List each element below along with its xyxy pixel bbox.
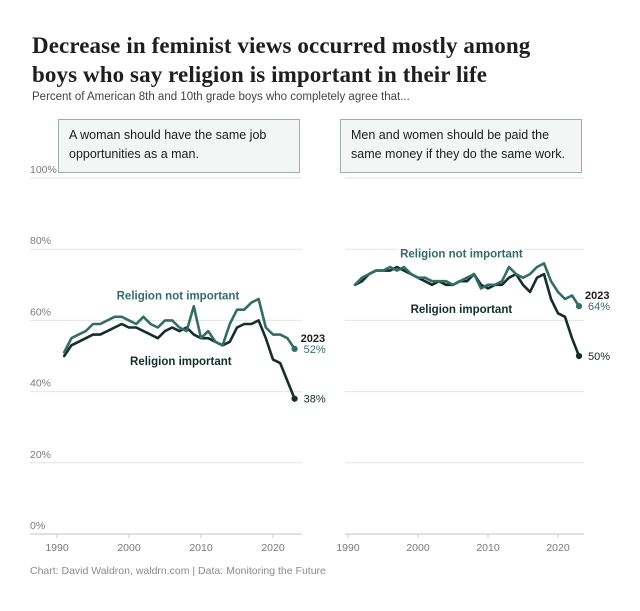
x-axis-label: 2000 — [406, 542, 430, 554]
x-axis-label: 2010 — [476, 542, 500, 554]
x-axis-label: 2010 — [189, 542, 213, 554]
footer-credit: Chart: David Waldron, waldrn.com | Data:… — [30, 565, 326, 577]
religion-not-important-label: Religion not important — [117, 290, 240, 302]
y-axis-label: 20% — [30, 449, 51, 461]
religion-important-label: Religion important — [130, 356, 232, 368]
religion-not-important-end-value: 64% — [588, 301, 610, 313]
end-year-label: 2023 — [301, 333, 325, 345]
y-axis-label: 80% — [30, 235, 51, 247]
religion-important-end-value: 38% — [304, 394, 326, 406]
religion-not-important-line — [353, 262, 581, 308]
religion-not-important-end-value: 52% — [304, 344, 326, 356]
religion-important-end-dot — [575, 352, 583, 360]
statement-left-text: A woman should have the same job opportu… — [69, 128, 267, 162]
religion-not-important-end-dot — [575, 303, 583, 310]
religion-important-line — [62, 319, 296, 401]
page-title: Decrease in feminist views occurred most… — [32, 31, 607, 89]
y-axis-label: 40% — [30, 378, 51, 390]
religion-important-label: Religion important — [411, 304, 513, 316]
religion-not-important-line — [62, 297, 296, 354]
statement-box-right: Men and women should be paid the same mo… — [340, 119, 582, 173]
chart-subtitle: Percent of American 8th and 10th grade b… — [32, 91, 410, 103]
page-title-line2: boys who say religion is important in th… — [32, 62, 488, 87]
x-axis-label: 2020 — [546, 542, 570, 554]
y-axis-label: 100% — [30, 164, 57, 176]
chart-right: 1990 2000 2010 2020 Religion not important 64… — [336, 177, 612, 554]
religion-important-end-dot — [291, 395, 298, 402]
y-axis-label: 60% — [30, 306, 51, 318]
x-axis-label: 2000 — [117, 542, 141, 554]
chart-left: 0% 20% 40% 60% 80% 100% 1990 2000 2010 2020 Religi… — [30, 164, 328, 554]
religion-not-important-end-dot — [291, 345, 298, 352]
end-year-label: 2023 — [585, 290, 609, 302]
x-axis-label: 1990 — [336, 542, 360, 554]
y-axis-label: 0% — [30, 520, 45, 532]
page-title-line1: Decrease in feminist views occurred most… — [32, 33, 531, 58]
x-axis-label: 2020 — [261, 542, 285, 554]
statement-right-text: Men and women should be paid the same mo… — [351, 128, 565, 162]
religion-important-end-value: 50% — [588, 351, 610, 363]
statement-box-left: A woman should have the same job opportu… — [58, 119, 300, 173]
religion-not-important-label: Religion not important — [400, 248, 523, 260]
x-axis-label: 1990 — [45, 542, 69, 554]
